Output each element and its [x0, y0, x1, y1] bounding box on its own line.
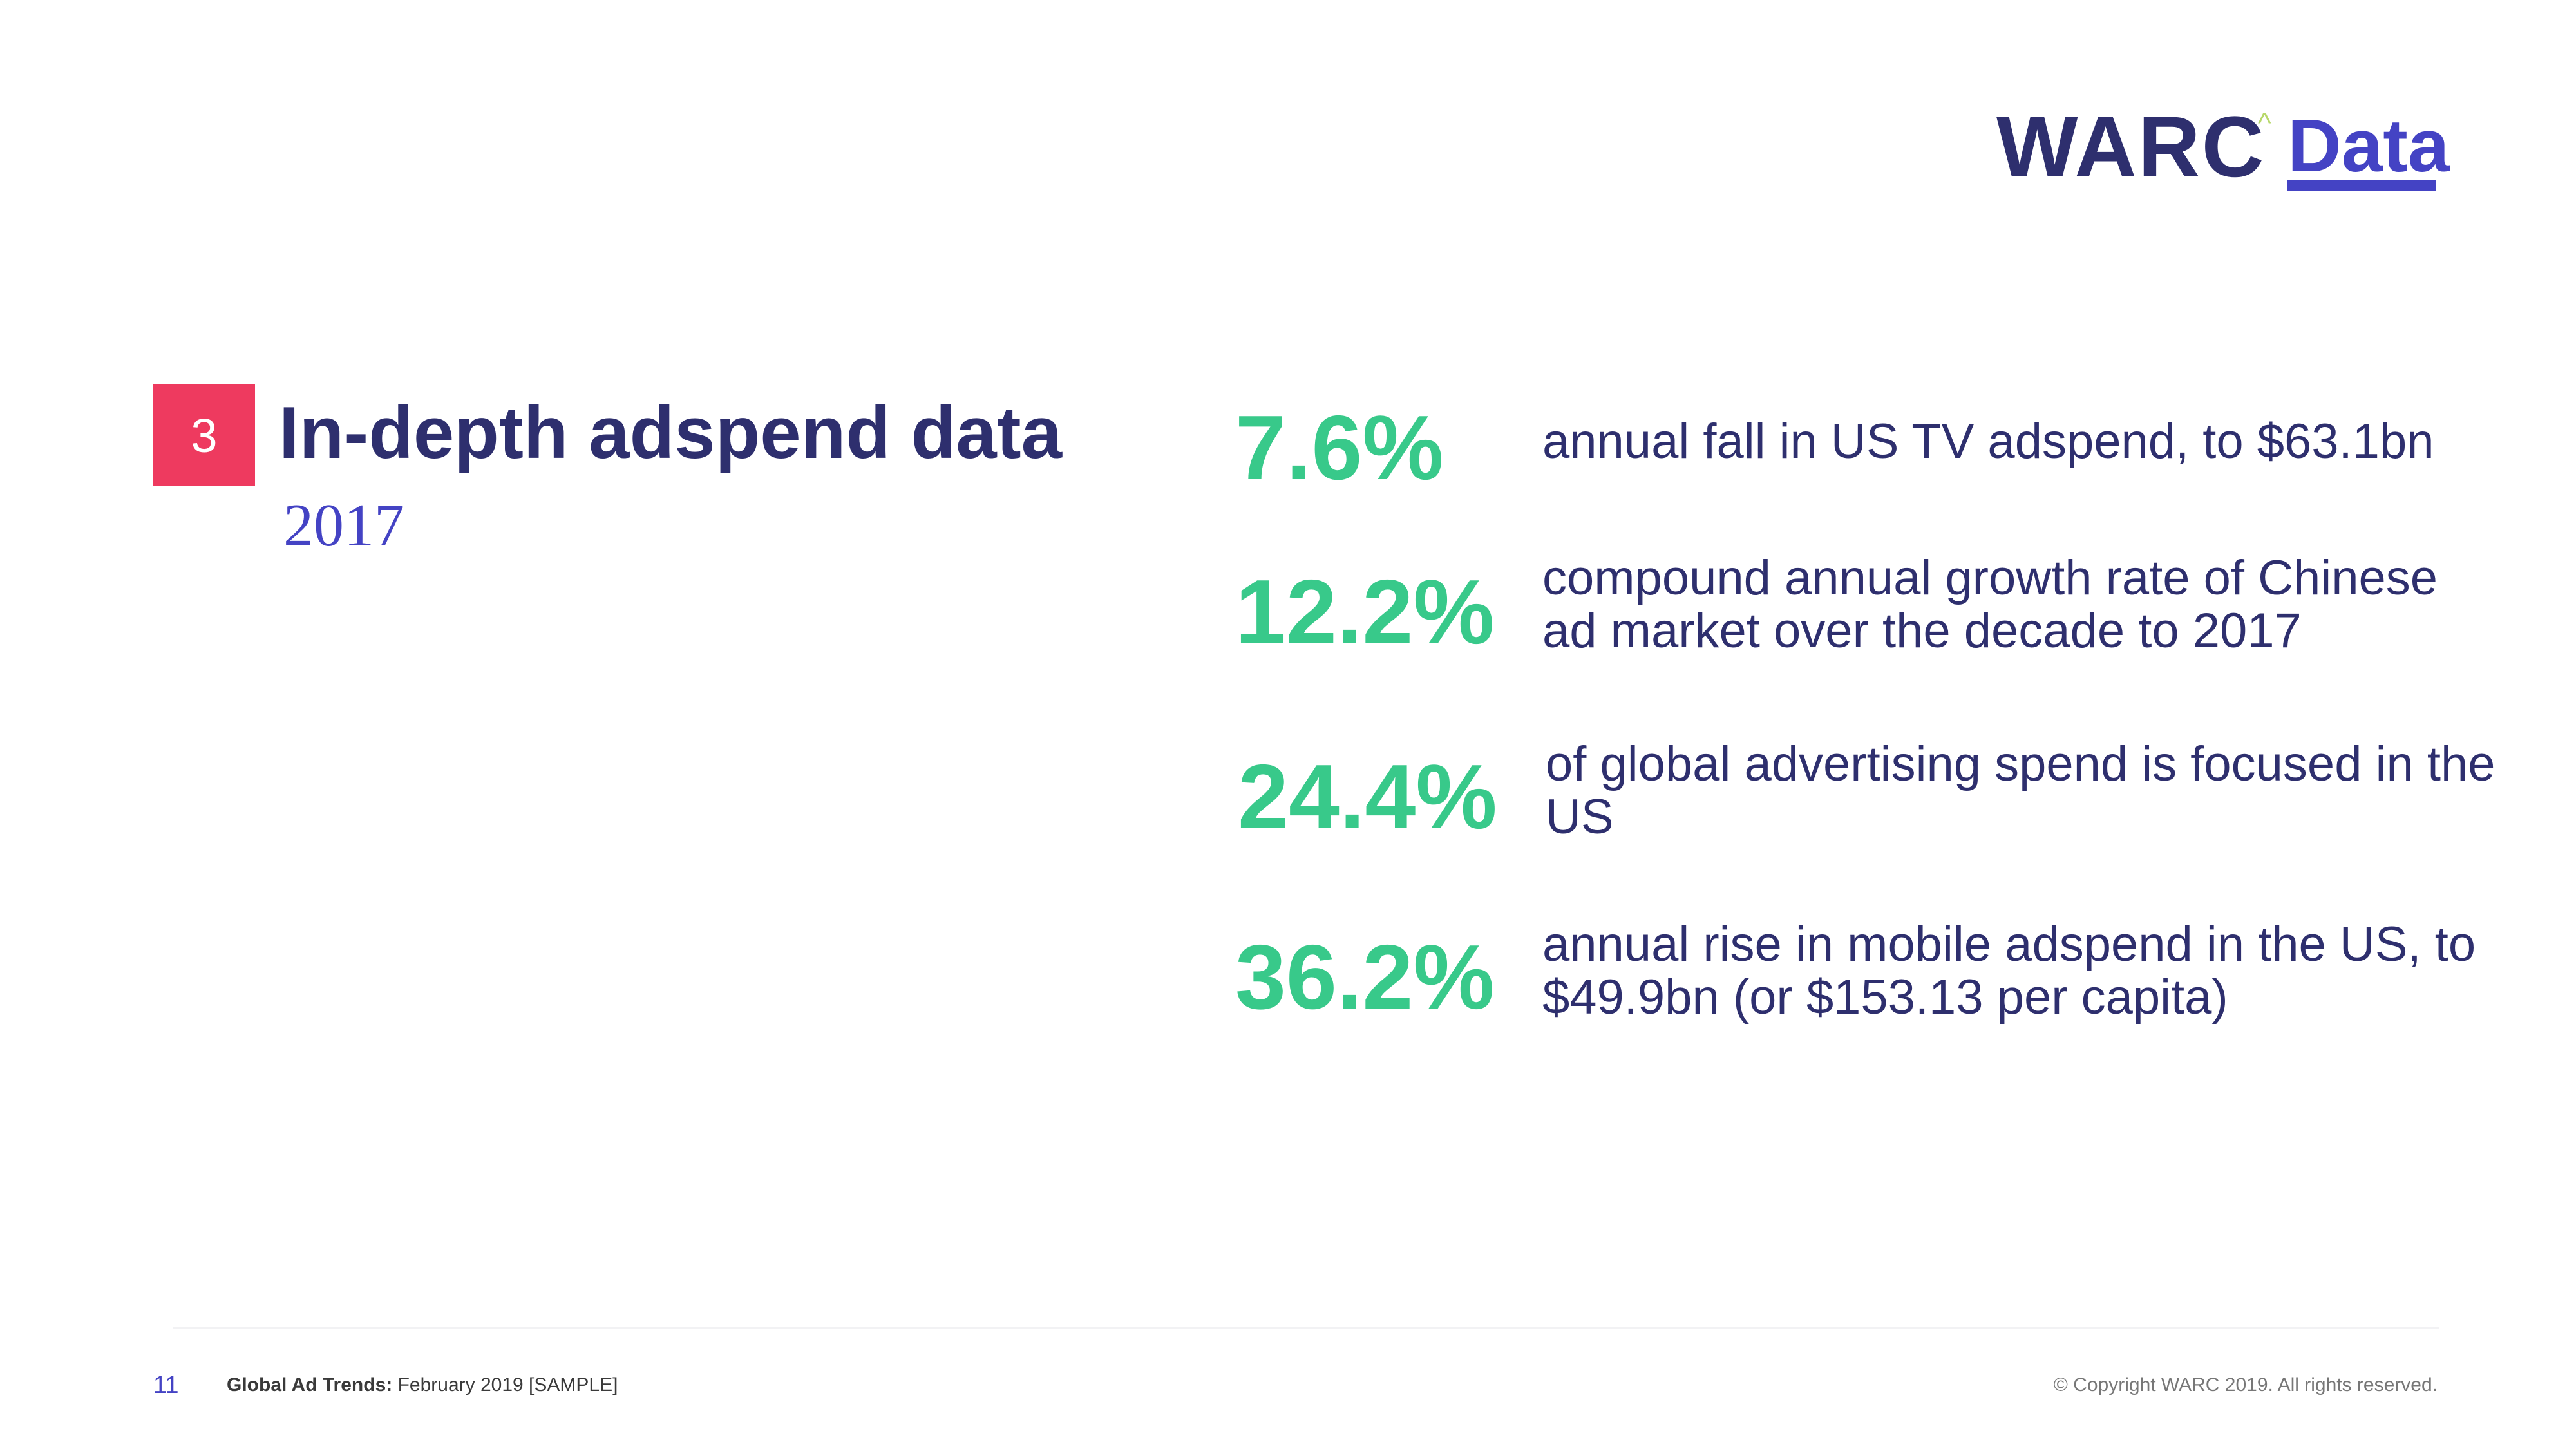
copyright-notice: © Copyright WARC 2019. All rights reserv… — [2053, 1374, 2438, 1396]
footer-divider — [173, 1327, 2439, 1329]
section-number-badge: 3 — [153, 384, 255, 486]
warc-data-logo: WARC ^ Data — [1996, 97, 2450, 200]
footer-doc-title: Global Ad Trends: — [227, 1374, 393, 1396]
logo-underline — [2287, 180, 2436, 191]
stat-description: compound annual growth rate of Chinese a… — [1542, 551, 2438, 659]
stat-value: 36.2% — [1235, 926, 1495, 1028]
logo-caret-icon: ^ — [2258, 108, 2271, 139]
section-title: In-depth adspend data — [279, 392, 1063, 474]
stat-value: 24.4% — [1238, 746, 1497, 848]
footer-document-title: Global Ad Trends: February 2019 [SAMPLE] — [227, 1374, 618, 1396]
logo-brand: WARC — [1996, 99, 2266, 195]
stat-description: of global advertising spend is focused i… — [1546, 737, 2496, 845]
footer-doc-subtitle: February 2019 [SAMPLE] — [392, 1374, 618, 1396]
stat-description: annual fall in US TV adspend, to $63.1bn — [1542, 414, 2434, 469]
stat-description: annual rise in mobile adspend in the US,… — [1542, 917, 2476, 1025]
stat-value: 12.2% — [1235, 561, 1495, 663]
logo-product: Data — [2287, 104, 2450, 187]
page-number: 11 — [153, 1372, 179, 1399]
stat-value: 7.6% — [1235, 397, 1444, 499]
section-year: 2017 — [283, 492, 404, 559]
